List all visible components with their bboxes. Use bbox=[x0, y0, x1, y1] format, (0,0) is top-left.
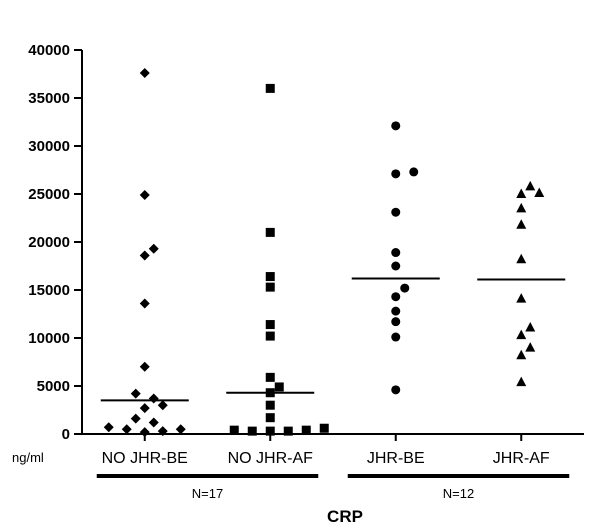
data-point-diamond bbox=[103, 422, 114, 433]
data-point-diamond bbox=[130, 413, 141, 424]
data-point-triangle bbox=[516, 349, 527, 360]
data-point-circle bbox=[391, 332, 401, 342]
y-tick-label: 10000 bbox=[28, 330, 70, 347]
x-axis: NO JHR-BE NO JHR-AF JHR-BE JHR-AF bbox=[82, 433, 584, 467]
data-point-circle bbox=[400, 283, 410, 293]
data-point-triangle bbox=[516, 329, 527, 340]
data-point-diamond bbox=[139, 298, 150, 309]
y-tick-label: 20000 bbox=[28, 234, 70, 251]
data-point-diamond bbox=[139, 403, 150, 414]
y-tick-label: 0 bbox=[62, 426, 70, 443]
data-point-square bbox=[229, 425, 239, 435]
data-point-diamond bbox=[148, 243, 159, 254]
y-axis: 0 5000 10000 15000 20000 25000 30000 35000 40000 bbox=[28, 42, 83, 443]
x-tick-label: NO JHR-AF bbox=[228, 450, 314, 467]
data-point-square bbox=[319, 423, 329, 433]
data-point-triangle bbox=[525, 342, 536, 352]
data-point-diamond bbox=[130, 388, 141, 399]
data-point-diamond bbox=[121, 424, 132, 435]
data-point-square bbox=[265, 331, 275, 341]
data-point-circle bbox=[391, 385, 401, 395]
y-tick-label: 35000 bbox=[28, 90, 70, 107]
y-tick-label: 40000 bbox=[28, 42, 70, 59]
data-point-triangle bbox=[525, 180, 536, 191]
data-point-circle bbox=[391, 261, 401, 271]
data-point-square bbox=[265, 272, 275, 282]
data-point-diamond bbox=[175, 424, 186, 435]
group-label: N=12 bbox=[443, 486, 474, 501]
data-point-square bbox=[265, 227, 275, 237]
data-point-square bbox=[265, 83, 275, 93]
y-tick-label: 30000 bbox=[28, 138, 70, 155]
data-point-diamond bbox=[157, 400, 168, 411]
data-point-diamond bbox=[139, 189, 150, 200]
data-point-diamond bbox=[139, 250, 150, 261]
data-point-diamond bbox=[157, 426, 168, 437]
data-point-circle bbox=[391, 169, 401, 179]
data-point-square bbox=[265, 320, 275, 330]
y-tick-label: 25000 bbox=[28, 186, 70, 203]
data-point-triangle bbox=[534, 187, 545, 198]
data-point-circle bbox=[391, 121, 401, 131]
data-point-circle bbox=[391, 317, 401, 327]
data-point-triangle bbox=[516, 219, 527, 229]
data-point-square bbox=[247, 426, 257, 436]
data-point-triangle bbox=[516, 253, 527, 264]
x-tick-label: JHR-BE bbox=[367, 450, 425, 467]
data-point-circle bbox=[391, 248, 401, 258]
data-point-triangle bbox=[525, 321, 536, 332]
data-point-diamond bbox=[139, 68, 150, 79]
data-point-square bbox=[265, 426, 275, 436]
data-points bbox=[103, 68, 545, 438]
group-brackets: N=17 N=12 bbox=[96, 474, 570, 501]
data-point-square bbox=[265, 413, 275, 423]
x-axis-title: CRP bbox=[327, 507, 363, 526]
data-point-diamond bbox=[148, 417, 159, 428]
data-point-circle bbox=[391, 207, 401, 217]
data-point-triangle bbox=[516, 293, 527, 303]
data-point-triangle bbox=[516, 202, 527, 213]
y-tick-label: 15000 bbox=[28, 282, 70, 299]
data-point-square bbox=[265, 400, 275, 410]
x-tick-label: NO JHR-BE bbox=[102, 450, 188, 467]
data-point-diamond bbox=[139, 361, 150, 372]
data-point-circle bbox=[409, 167, 419, 177]
data-point-triangle bbox=[516, 188, 527, 198]
data-point-square bbox=[265, 372, 275, 382]
median-lines bbox=[100, 277, 566, 402]
data-point-diamond bbox=[148, 393, 159, 404]
x-tick-label: JHR-AF bbox=[493, 450, 550, 467]
data-point-square bbox=[274, 382, 284, 392]
data-point-circle bbox=[391, 306, 401, 316]
data-point-diamond bbox=[139, 427, 150, 438]
y-tick-label: 5000 bbox=[37, 378, 70, 395]
data-point-circle bbox=[391, 292, 401, 302]
group-label: N=17 bbox=[192, 486, 223, 501]
unit-label: ng/ml bbox=[12, 450, 44, 465]
data-point-triangle bbox=[516, 376, 527, 387]
data-point-square bbox=[265, 282, 275, 292]
data-point-square bbox=[283, 426, 293, 436]
data-point-square bbox=[301, 425, 311, 435]
